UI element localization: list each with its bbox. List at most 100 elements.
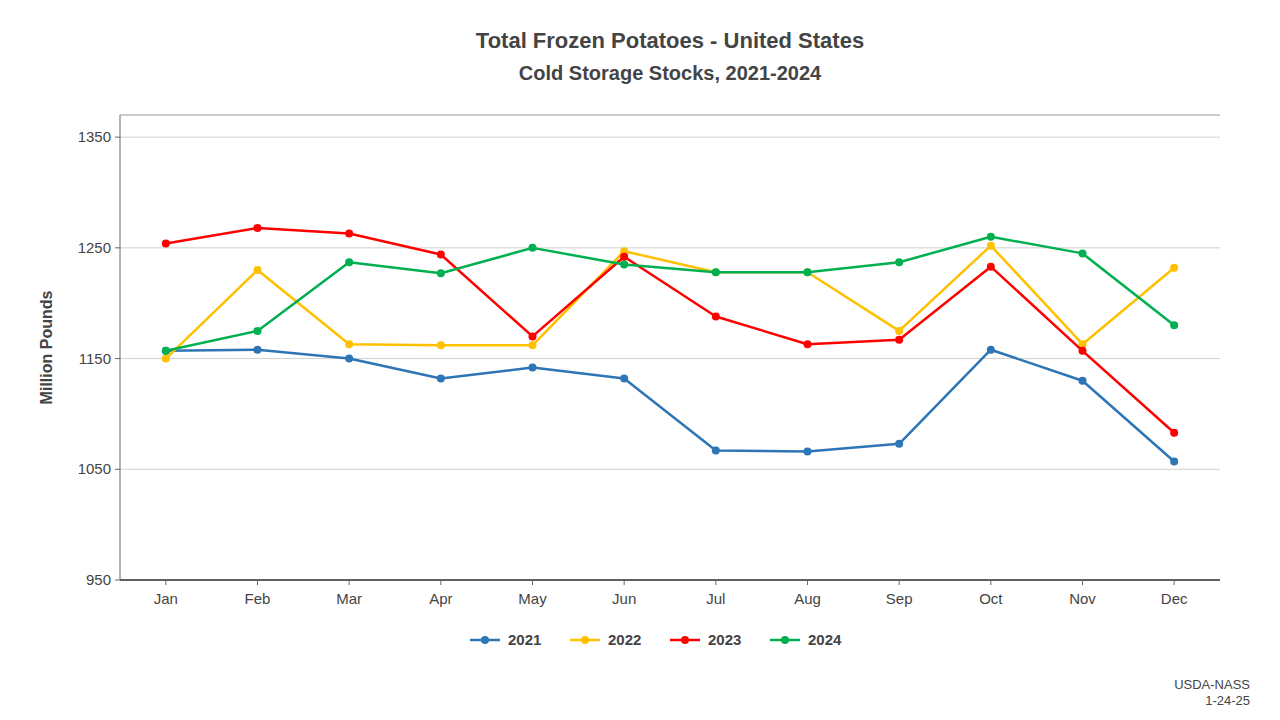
chart: Total Frozen Potatoes - United States Col… <box>0 0 1280 720</box>
series-point <box>162 239 170 247</box>
x-tick <box>257 580 258 585</box>
x-tick <box>532 580 533 585</box>
subtitle: Cold Storage Stocks, 2021-2024 <box>519 62 822 84</box>
x-tick <box>990 580 991 585</box>
plot-top-line <box>120 115 1220 116</box>
series-line <box>166 237 1174 351</box>
series-point <box>804 340 812 348</box>
series-point <box>345 340 353 348</box>
series-point <box>987 242 995 250</box>
x-tick-label: Jan <box>154 590 178 607</box>
grid-line <box>120 137 1220 138</box>
series-point <box>712 268 720 276</box>
y-axis: 9501050115012501350 <box>78 128 1220 588</box>
series-point <box>529 341 537 349</box>
series-point <box>895 258 903 266</box>
series-point <box>529 244 537 252</box>
x-axis: JanFebMarAprMayJunJulAugSepOctNovDec <box>154 580 1188 607</box>
series-point <box>254 266 262 274</box>
y-tick-label: 1250 <box>78 239 111 256</box>
y-tick-label: 1050 <box>78 460 111 477</box>
x-tick-label: Apr <box>429 590 452 607</box>
series-point <box>162 347 170 355</box>
series-point <box>254 224 262 232</box>
series-point <box>895 336 903 344</box>
series-point <box>804 268 812 276</box>
legend-label: 2021 <box>508 631 541 648</box>
x-tick-label: May <box>518 590 547 607</box>
x-tick <box>1174 580 1175 585</box>
x-tick-label: Feb <box>245 590 271 607</box>
series-point <box>437 341 445 349</box>
grid-line <box>120 358 1220 359</box>
series-point <box>1170 458 1178 466</box>
y-tick-label: 950 <box>86 571 111 588</box>
x-tick <box>1082 580 1083 585</box>
series-point <box>1079 249 1087 257</box>
x-tick <box>349 580 350 585</box>
x-tick-label: Jul <box>706 590 725 607</box>
series-point <box>895 440 903 448</box>
x-tick <box>440 580 441 585</box>
series-point <box>437 375 445 383</box>
series-point <box>437 269 445 277</box>
x-tick <box>807 580 808 585</box>
y-tick <box>115 580 120 581</box>
series-line <box>166 228 1174 433</box>
y-axis-label: Million Pounds <box>38 291 55 405</box>
series-point <box>804 448 812 456</box>
series-point <box>1170 321 1178 329</box>
legend-label: 2023 <box>708 631 741 648</box>
y-tick <box>115 247 120 248</box>
annotation-line: 1-24-25 <box>1205 693 1250 708</box>
series-point <box>345 355 353 363</box>
y-tick <box>115 358 120 359</box>
x-tick-label: Oct <box>979 590 1003 607</box>
series-point <box>620 253 628 261</box>
series-line <box>166 246 1174 359</box>
series-point <box>895 327 903 335</box>
series-point <box>345 258 353 266</box>
series-point <box>529 332 537 340</box>
y-tick <box>115 137 120 138</box>
series-point <box>162 347 170 355</box>
title: Total Frozen Potatoes - United States <box>476 28 864 53</box>
series-point <box>987 346 995 354</box>
series-point <box>804 268 812 276</box>
x-tick-label: Dec <box>1161 590 1188 607</box>
x-tick <box>165 580 166 585</box>
series-point <box>712 268 720 276</box>
x-tick-label: Mar <box>336 590 362 607</box>
chart-container: Total Frozen Potatoes - United States Col… <box>0 0 1280 720</box>
y-axis-line <box>120 115 121 580</box>
legend-marker <box>681 636 689 644</box>
legend: 2021 2022 2023 2024 <box>470 631 842 648</box>
x-axis-line <box>120 579 1220 581</box>
y-tick <box>115 469 120 470</box>
series-point <box>254 346 262 354</box>
series-point <box>1170 429 1178 437</box>
legend-marker <box>781 636 789 644</box>
legend-label: 2024 <box>808 631 842 648</box>
x-tick-label: Jun <box>612 590 636 607</box>
x-tick-label: Nov <box>1069 590 1096 607</box>
series-point <box>1079 347 1087 355</box>
series-point <box>987 233 995 241</box>
series-point <box>987 263 995 271</box>
annotation: USDA-NASS1-24-25 <box>1174 677 1250 708</box>
series-point <box>529 363 537 371</box>
legend-marker <box>481 636 489 644</box>
series-point <box>162 355 170 363</box>
series-point <box>1079 377 1087 385</box>
x-tick <box>624 580 625 585</box>
series-line <box>166 350 1174 462</box>
x-tick-label: Aug <box>794 590 821 607</box>
x-tick <box>715 580 716 585</box>
grid-line <box>120 469 1220 470</box>
series-point <box>712 446 720 454</box>
series-point <box>345 229 353 237</box>
series-point <box>1170 264 1178 272</box>
legend-label: 2022 <box>608 631 641 648</box>
series-point <box>437 251 445 259</box>
x-tick <box>899 580 900 585</box>
